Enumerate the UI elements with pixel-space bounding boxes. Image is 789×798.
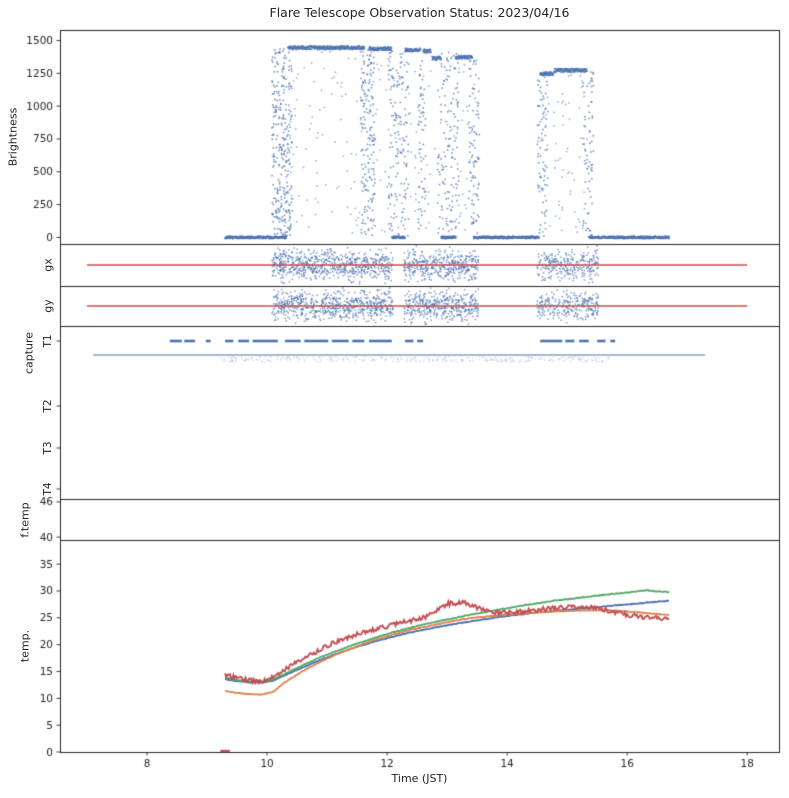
temp-axis-label: temp.	[18, 629, 32, 663]
capture-axis-label: capture	[22, 331, 36, 375]
chart-title: Flare Telescope Observation Status: 2023…	[269, 5, 570, 20]
t1-tick-label: T1	[42, 334, 54, 348]
t4-tick-label: T4	[42, 482, 54, 496]
t2-tick-label: T2	[42, 399, 54, 413]
gx-axis-label: gx	[41, 258, 55, 272]
t3-tick-label: T3	[42, 441, 54, 455]
ftemp-axis-label: f.temp	[18, 502, 32, 538]
x-axis-label: Time (JST)	[391, 772, 448, 785]
brightness-axis-label: Brightness	[6, 107, 20, 167]
gy-axis-label: gy	[41, 299, 55, 313]
